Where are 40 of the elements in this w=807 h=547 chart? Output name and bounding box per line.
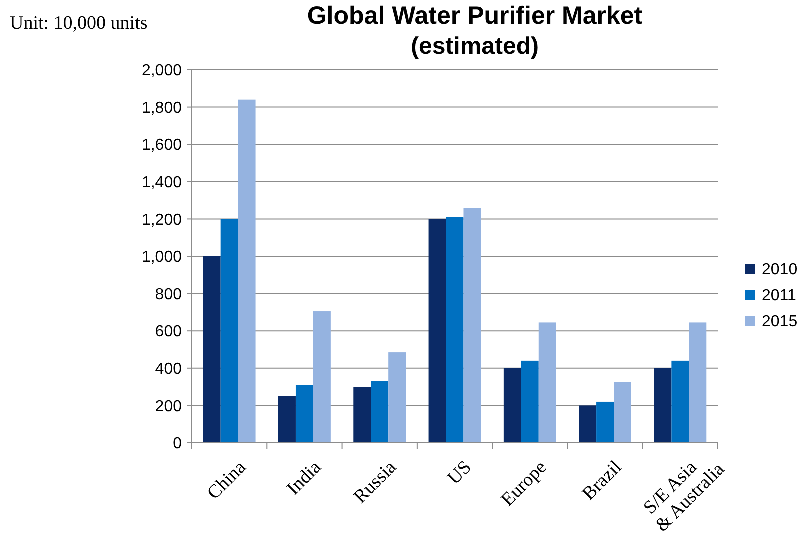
chart-subtitle: (estimated) bbox=[410, 33, 540, 60]
bar bbox=[504, 368, 522, 443]
bar bbox=[203, 256, 221, 443]
bar bbox=[220, 219, 238, 443]
y-tick-label: 1,600 bbox=[142, 137, 182, 154]
bar bbox=[354, 387, 372, 443]
y-tick-label: 1,400 bbox=[142, 174, 182, 192]
bar bbox=[313, 312, 331, 443]
bar bbox=[296, 385, 314, 443]
y-tick-label: 400 bbox=[155, 361, 182, 378]
bar bbox=[614, 382, 632, 443]
bar bbox=[689, 322, 707, 443]
y-tick-label: 800 bbox=[155, 286, 182, 304]
legend-label: 2011 bbox=[762, 288, 797, 305]
x-tick-label: US bbox=[444, 457, 476, 490]
bar bbox=[388, 352, 406, 443]
y-tick-label: 2,000 bbox=[142, 62, 182, 80]
bar bbox=[446, 217, 464, 443]
legend-label: 2010 bbox=[762, 262, 798, 279]
y-tick-label: 0 bbox=[173, 436, 182, 453]
y-tick-label: 1,800 bbox=[142, 100, 182, 117]
bar bbox=[596, 402, 614, 443]
y-tick-label: 1,000 bbox=[142, 249, 182, 266]
y-axis-title: Unit: 10,000 units bbox=[10, 13, 148, 34]
bar bbox=[579, 406, 597, 443]
y-tick-label: 200 bbox=[155, 398, 182, 416]
legend-label: 2015 bbox=[762, 314, 798, 331]
bar bbox=[521, 360, 539, 443]
bar bbox=[238, 100, 256, 443]
bar bbox=[428, 219, 446, 443]
bar bbox=[538, 322, 556, 443]
bar bbox=[371, 381, 389, 443]
x-tick-label: India bbox=[283, 456, 326, 500]
bar bbox=[278, 396, 296, 443]
bar bbox=[464, 208, 482, 443]
y-tick-label: 600 bbox=[155, 324, 182, 341]
chart-title: Global Water Purifier Market bbox=[307, 2, 644, 30]
bar bbox=[672, 360, 690, 443]
bar bbox=[654, 368, 672, 443]
y-tick-label: 1,200 bbox=[142, 212, 182, 229]
